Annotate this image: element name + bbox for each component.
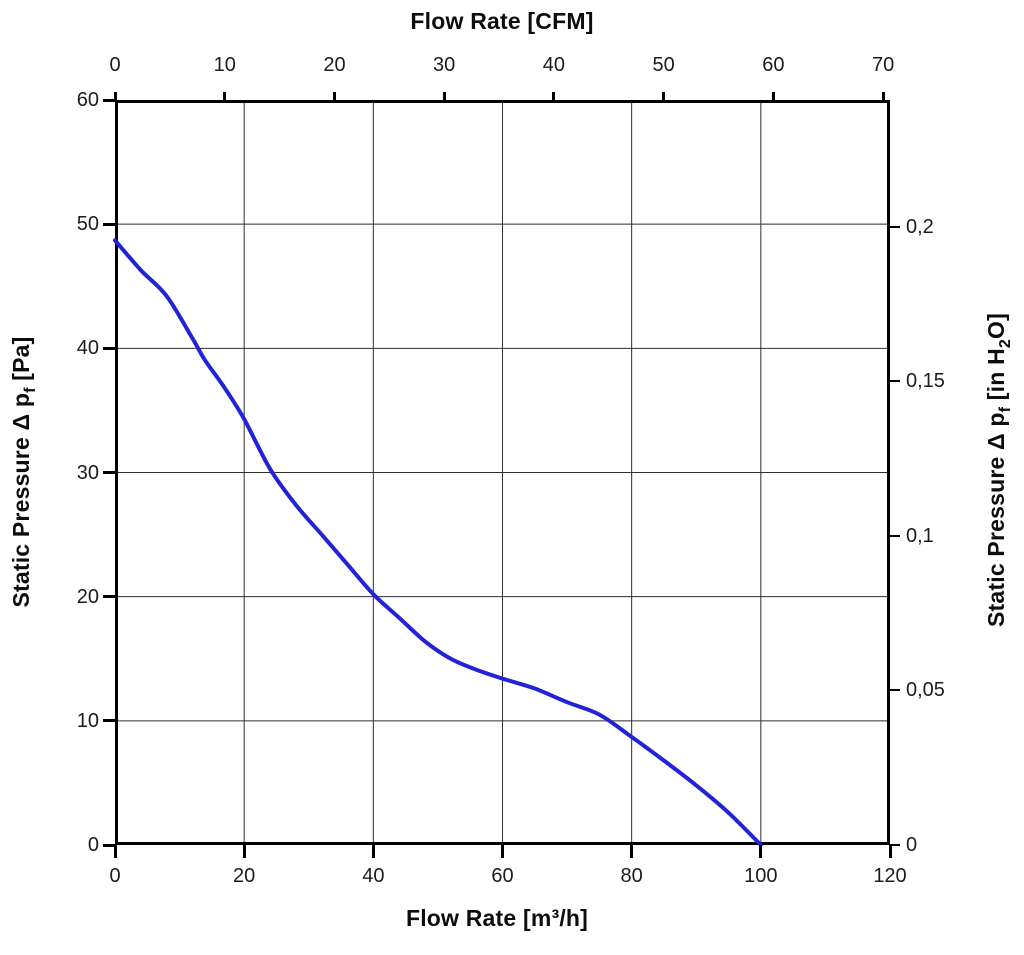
right-tick-label: 0,05 [906, 679, 945, 702]
pressure-curve [113, 238, 763, 847]
bottom-tick-label: 0 [109, 865, 121, 887]
top-tick-label: 50 [652, 54, 675, 76]
top-tick-label: 10 [213, 54, 236, 76]
fan-curve-svg [113, 100, 890, 847]
left-axis-title-unit: [Pa] [8, 336, 35, 388]
left-tick-label: 10 [76, 709, 99, 732]
top-tick-label: 60 [762, 54, 785, 76]
bottom-axis-tick [371, 845, 375, 858]
left-axis-tick [103, 843, 115, 847]
right-axis-tick [890, 844, 900, 846]
right-axis-tick [890, 225, 900, 228]
top-axis-tick [552, 92, 556, 100]
plot-area [103, 92, 900, 858]
right-tick-label: 0 [906, 834, 918, 856]
bottom-axis-tick [759, 845, 763, 858]
right-axis-title-subscript: f [995, 406, 1014, 413]
left-axis-tick [103, 346, 115, 350]
right-tick-label: 0,15 [906, 370, 945, 393]
top-tick-label: 40 [542, 54, 566, 76]
top-axis-tick [223, 92, 227, 100]
right-tick-label: 0,1 [906, 524, 934, 547]
left-axis-title: Static Pressure Δ pf [Pa] [8, 336, 40, 607]
bottom-tick-label: 100 [744, 865, 778, 887]
bottom-axis-tick [888, 845, 892, 858]
left-axis-tick [103, 222, 115, 226]
right-axis-title-subscript-2: 2 [995, 338, 1014, 349]
left-tick-label: 60 [76, 89, 99, 111]
top-axis-tick [881, 92, 885, 100]
bottom-tick-label: 120 [873, 865, 907, 887]
top-axis-title: Flow Rate [CFM] [410, 8, 594, 34]
top-axis-tick [113, 92, 117, 100]
left-tick-label: 40 [76, 337, 99, 360]
left-axis-tick [103, 471, 115, 474]
bottom-axis-title: Flow Rate [m³/h] [405, 905, 589, 931]
right-axis-title: Static Pressure Δ pf [in H2O] [983, 313, 1015, 627]
bottom-tick-label: 20 [233, 865, 256, 887]
top-tick-label: 20 [323, 54, 346, 76]
left-tick-label: 0 [87, 834, 99, 856]
plot-border [115, 100, 890, 845]
right-axis-title-unit-close: O] [983, 312, 1010, 339]
bottom-axis-tick [242, 845, 246, 858]
right-axis-tick [890, 689, 900, 692]
left-tick-label: 30 [76, 461, 99, 484]
bottom-axis-tick [113, 845, 117, 858]
top-axis-tick [442, 92, 446, 100]
bottom-tick-label: 60 [491, 865, 514, 887]
top-axis-tick [771, 92, 775, 100]
right-tick-label: 0,2 [906, 215, 934, 238]
left-tick-label: 20 [76, 585, 99, 608]
left-axis-tick [103, 719, 115, 723]
bottom-axis-tick [630, 845, 634, 858]
right-axis-tick [890, 380, 900, 383]
right-axis-tick [890, 534, 900, 537]
bottom-axis-tick [501, 845, 504, 858]
top-tick-label: 0 [109, 54, 121, 76]
right-axis-title-text: Static Pressure Δ p [983, 412, 1010, 628]
left-tick-label: 50 [76, 213, 99, 236]
top-tick-label: 30 [433, 54, 456, 76]
left-axis-title-text: Static Pressure Δ p [8, 392, 35, 608]
bottom-tick-label: 40 [362, 865, 385, 887]
left-axis-tick [103, 98, 115, 102]
gridlines [115, 100, 890, 845]
top-axis-tick [662, 92, 666, 100]
left-axis-tick [103, 595, 115, 599]
top-tick-label: 70 [871, 54, 895, 76]
bottom-tick-label: 80 [620, 865, 643, 887]
top-axis-tick [332, 92, 336, 100]
left-axis-title-subscript: f [20, 387, 39, 393]
right-axis-title-unit-open: [in H [983, 348, 1010, 407]
